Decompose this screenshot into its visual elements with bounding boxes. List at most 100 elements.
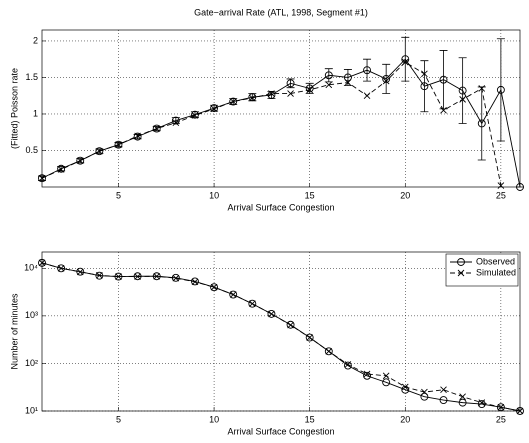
marker: [363, 66, 371, 75]
marker: [478, 85, 486, 92]
marker: [210, 104, 219, 113]
marker: [267, 309, 276, 318]
marker: [496, 403, 505, 412]
marker: [382, 77, 390, 85]
series-line: [41, 262, 521, 412]
marker: [306, 86, 313, 94]
marker: [496, 85, 505, 94]
marker: [153, 272, 161, 280]
marker: [439, 75, 448, 84]
marker: [440, 107, 447, 114]
y-tick-label: 0.5: [25, 145, 38, 155]
error-bar: [477, 86, 486, 161]
y-tick-label: 1.5: [25, 72, 38, 82]
marker: [401, 385, 410, 394]
marker: [191, 277, 199, 286]
marker: [401, 58, 409, 66]
x-axis-label: Arrival Surface Congestion: [227, 202, 334, 212]
marker: [115, 141, 122, 148]
x-tick-label: 15: [305, 190, 315, 200]
marker: [286, 320, 295, 329]
marker: [229, 290, 238, 299]
marker: [343, 361, 352, 370]
marker: [57, 264, 65, 272]
marker: [171, 116, 180, 125]
marker: [95, 147, 104, 156]
marker: [497, 403, 505, 411]
marker: [516, 407, 524, 415]
error-bar: [401, 36, 410, 82]
marker: [191, 112, 199, 119]
marker: [287, 321, 294, 329]
marker: [152, 124, 161, 133]
legend-label: Observed: [476, 256, 515, 266]
marker: [458, 86, 467, 95]
marker: [133, 132, 142, 141]
marker: [420, 392, 429, 401]
marker: [96, 272, 103, 279]
legend-label: Simulated: [476, 267, 516, 277]
error-bar: [363, 58, 372, 82]
marker: [210, 283, 218, 291]
y-tick-label: 10²: [25, 358, 38, 368]
x-tick-label: 20: [400, 414, 410, 424]
marker: [343, 73, 352, 82]
marker: [421, 388, 428, 396]
marker: [478, 399, 486, 406]
marker: [268, 90, 275, 97]
marker: [344, 361, 352, 368]
marker: [305, 84, 314, 93]
marker: [248, 93, 257, 102]
marker: [516, 407, 524, 415]
error-bar: [420, 60, 429, 113]
marker: [229, 97, 238, 106]
marker: [344, 79, 352, 86]
marker: [477, 400, 486, 408]
marker: [516, 183, 524, 191]
x-tick-label: 15: [305, 414, 315, 424]
marker: [306, 334, 313, 341]
legend-marker: [457, 258, 465, 266]
marker: [363, 370, 371, 378]
marker: [249, 300, 256, 308]
plot-frame: [41, 29, 521, 188]
marker: [153, 125, 161, 132]
marker: [76, 157, 84, 165]
marker: [382, 74, 391, 83]
marker: [325, 81, 333, 89]
x-axis-label: Arrival Surface Congestion: [227, 426, 334, 436]
x-tick-label: 25: [496, 414, 506, 424]
error-bar: [286, 78, 295, 89]
marker: [248, 299, 257, 308]
x-tick-label: 25: [496, 190, 506, 200]
error-bar: [458, 57, 467, 124]
y-axis-label: (Fitted) Poisson rate: [9, 68, 19, 149]
plot-area: [42, 30, 520, 187]
marker: [459, 96, 466, 103]
y-tick-label: 10³: [25, 310, 38, 320]
chart-title: Gate−arrival Rate (ATL, 1998, Segment #1…: [194, 7, 368, 17]
marker: [210, 105, 218, 113]
marker: [57, 264, 66, 273]
marker: [440, 386, 447, 394]
marker: [38, 174, 46, 183]
marker: [38, 174, 46, 182]
marker: [38, 258, 46, 267]
marker: [229, 98, 237, 105]
marker: [114, 140, 123, 149]
y-tick-label: 1: [33, 108, 38, 118]
marker: [382, 378, 391, 387]
marker: [172, 119, 180, 127]
marker: [76, 268, 84, 276]
marker: [363, 371, 371, 380]
error-bar: [496, 38, 505, 142]
marker: [57, 164, 66, 173]
y-tick-label: 10¹: [25, 405, 38, 415]
marker: [439, 396, 448, 404]
marker: [268, 310, 275, 318]
y-tick-label: 2: [33, 35, 38, 45]
x-tick-label: 5: [116, 414, 121, 424]
error-bar: [439, 50, 448, 110]
marker: [459, 393, 466, 400]
